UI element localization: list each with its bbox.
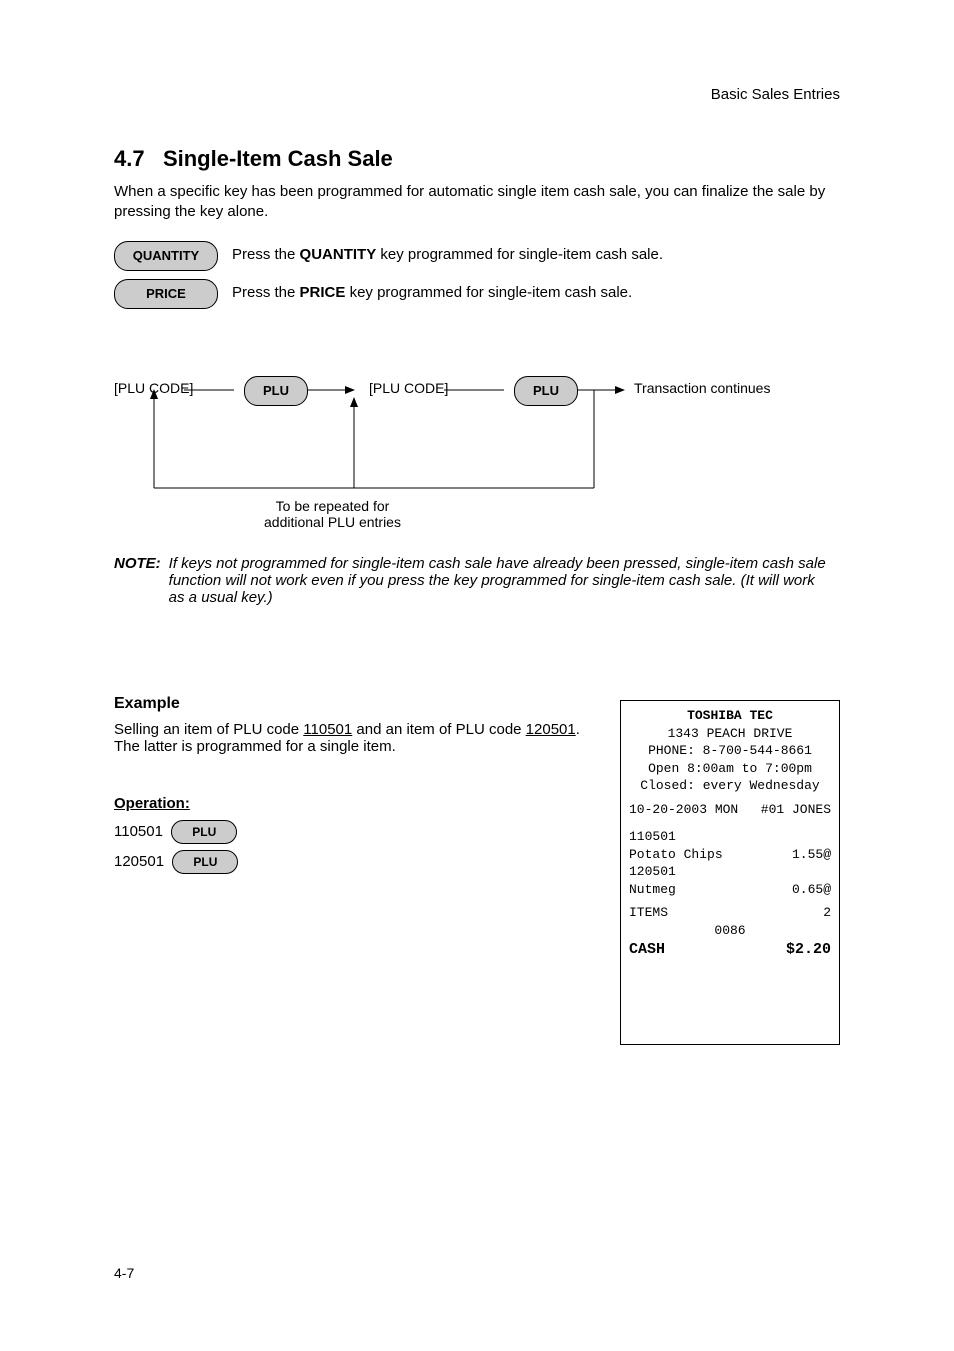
receipt-addr1: 1343 PEACH DRIVE: [629, 725, 831, 743]
receipt-line-1-desc: Potato Chips: [629, 846, 723, 864]
flowchart: [PLU CODE] PLU [PLU CODE] PLU Transactio…: [114, 358, 844, 538]
flow-plu-key-1[interactable]: PLU: [244, 376, 308, 406]
receipt-date-row: 10-20-2003 MON #01 JONES: [629, 801, 831, 819]
op-plu-key-1[interactable]: PLU: [171, 820, 237, 844]
section-number: 4.7: [114, 146, 145, 171]
section-body: When a specific key has been programmed …: [114, 182, 834, 309]
receipt-clerk: #01 JONES: [761, 801, 831, 819]
flow-step-1: [PLU CODE]: [114, 380, 193, 396]
quantity-key[interactable]: QUANTITY: [114, 241, 218, 271]
example-title: Example: [114, 695, 584, 713]
keys-intro-left-1: Press the: [232, 246, 295, 263]
note-text: If keys not programmed for single-item c…: [169, 555, 834, 606]
receipt-items-label: ITEMS: [629, 904, 668, 922]
receipt-cash-label: CASH: [629, 940, 665, 960]
key-row-1-text: Press the QUANTITY key programmed for si…: [232, 245, 834, 265]
receipt-line-1-amt: 1.55@: [792, 846, 831, 864]
key-row-2-text: Press the PRICE key programmed for singl…: [232, 283, 834, 303]
example-block: Example Selling an item of PLU code 1105…: [114, 695, 584, 874]
section-title-text: Single-Item Cash Sale: [163, 146, 393, 171]
flow-step-3: [PLU CODE]: [369, 380, 448, 396]
page-header-right: Basic Sales Entries: [711, 86, 840, 103]
receipt-store: TOSHIBA TEC: [629, 707, 831, 725]
op-line-2-code: 120501: [114, 853, 164, 870]
flow-plu-key-2[interactable]: PLU: [514, 376, 578, 406]
key-row-1: QUANTITY Press the QUANTITY key programm…: [114, 241, 834, 271]
receipt-addr3: Open 8:00am to 7:00pm: [629, 760, 831, 778]
price-key[interactable]: PRICE: [114, 279, 218, 309]
receipt-addr2: PHONE: 8-700-544-8661: [629, 742, 831, 760]
receipt-line-2-desc: Nutmeg: [629, 881, 676, 899]
example-intro: Selling an item of PLU code 110501 and a…: [114, 721, 584, 755]
receipt-cash-amount: $2.20: [786, 940, 831, 960]
receipt-items-count: 2: [823, 904, 831, 922]
page-footer: 4-7: [114, 1265, 134, 1281]
flow-loop-label: To be repeated for additional PLU entrie…: [264, 498, 401, 530]
keys-intro-right-2: key programmed for single-item cash sale…: [350, 284, 633, 301]
receipt-txn: 0086: [629, 922, 831, 940]
receipt-addr4: Closed: every Wednesday: [629, 777, 831, 795]
page: Basic Sales Entries 4.7 Single-Item Cash…: [0, 0, 954, 1351]
flow-step-out: Transaction continues: [634, 380, 770, 396]
operation-label: Operation:: [114, 795, 584, 812]
receipt-date: 10-20-2003 MON: [629, 801, 738, 819]
receipt-line-1-code: 110501: [629, 828, 831, 846]
receipt-line-2-amt: 0.65@: [792, 881, 831, 899]
intro-paragraph: When a specific key has been programmed …: [114, 182, 834, 223]
op-line-1-code: 110501: [114, 823, 163, 840]
op-plu-key-2[interactable]: PLU: [172, 850, 238, 874]
section-title: 4.7 Single-Item Cash Sale: [114, 146, 393, 172]
note-block: NOTE: If keys not programmed for single-…: [114, 555, 834, 606]
keys-intro-left-2: Press the: [232, 284, 295, 301]
keys-intro-right-1: key programmed for single-item cash sale…: [380, 246, 663, 263]
key-row-2: PRICE Press the PRICE key programmed for…: [114, 279, 834, 309]
note-label: NOTE:: [114, 555, 161, 606]
receipt-line-2-code: 120501: [629, 863, 831, 881]
receipt: TOSHIBA TEC 1343 PEACH DRIVE PHONE: 8-70…: [620, 700, 840, 1045]
